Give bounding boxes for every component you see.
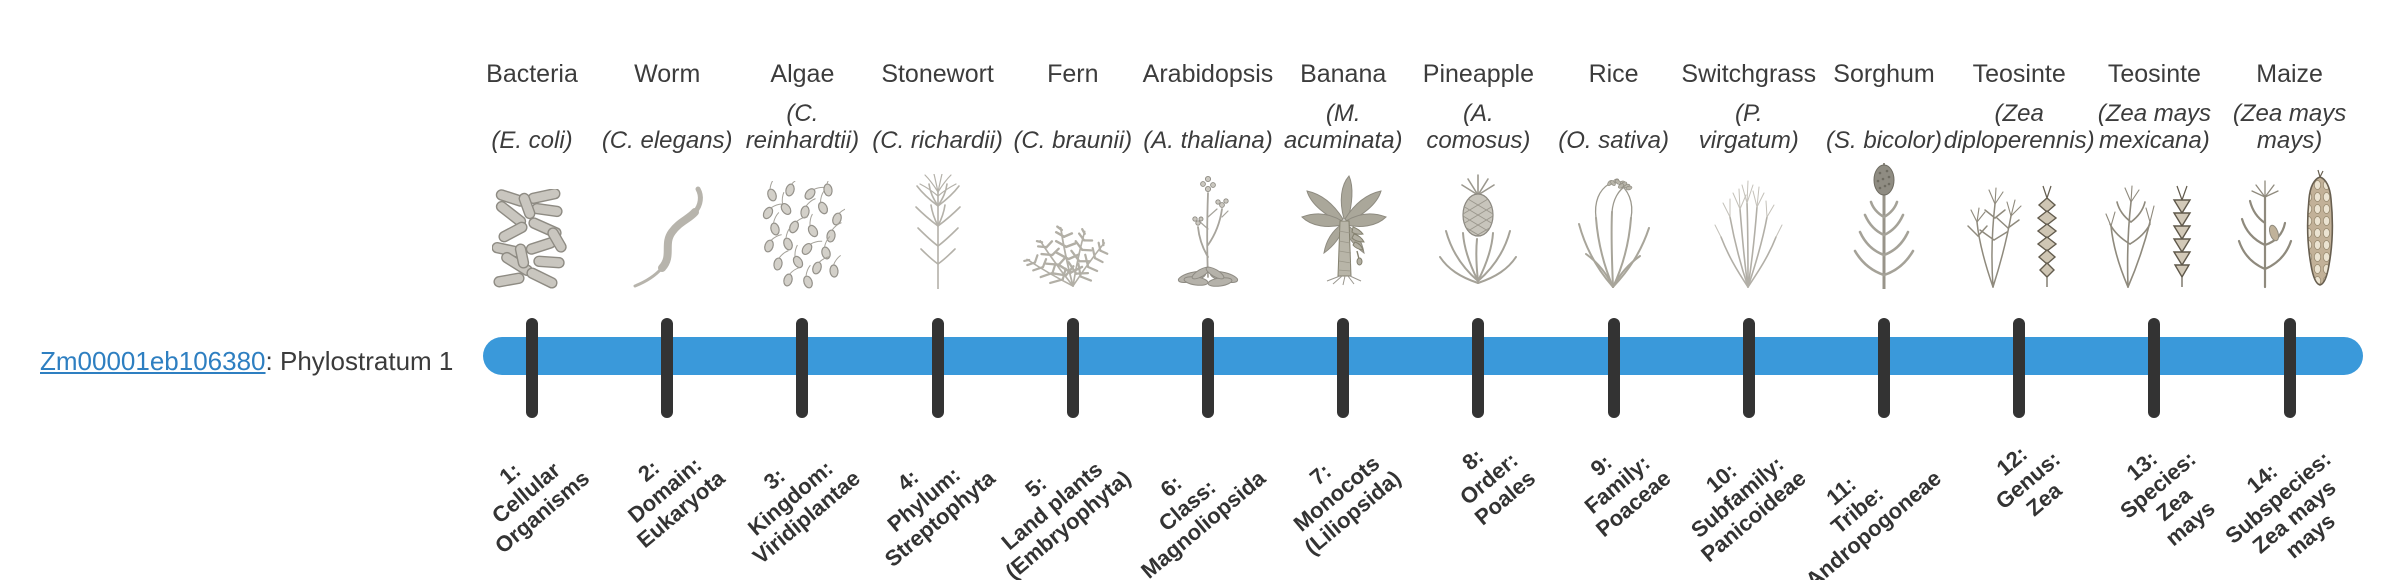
sorghum-icon [1844, 161, 1924, 294]
organism-scientific-name: (C. richardii) [872, 127, 1003, 154]
organism-scientific-name: (O. sativa) [1558, 127, 1669, 154]
phylostratum-tick [1066, 318, 1079, 418]
organism-scientific-name: (Zea mays mays) [2232, 100, 2347, 154]
banana-icon [1293, 171, 1393, 294]
teosinte-mexicana-icon [2098, 174, 2210, 294]
organism-scientific-name: (A. thaliana) [1143, 127, 1273, 154]
organism-common-name: Worm [634, 60, 701, 88]
organism-common-name: Teosinte [1972, 60, 2066, 88]
organism-common-name: Maize [2256, 60, 2323, 88]
stratum-label: 12: Genus: Zea [1991, 441, 2067, 522]
organism-common-name: Sorghum [1833, 60, 1935, 88]
phylostratum-tick [1878, 318, 1890, 418]
organism-common-name: Rice [1588, 60, 1639, 88]
phylostratum-text: : Phylostratum 1 [265, 346, 454, 376]
teosinte-diploperennis-icon [1963, 174, 2075, 294]
worm-icon [627, 184, 707, 294]
phylostratum-tick [2283, 318, 2296, 418]
bacteria-icon [491, 188, 572, 294]
phylostratum-tick [2013, 318, 2026, 418]
organism-common-name: Algae [770, 60, 835, 88]
stratum-label: 13: Species: Zea mays [2115, 445, 2220, 551]
stratum-label: 1: Cellular Organisms [487, 457, 595, 559]
organism-common-name: Pineapple [1422, 60, 1534, 88]
rice-icon [1566, 174, 1661, 294]
stratum-label: 7: Monocots (Liliopsida) [1288, 450, 1406, 560]
phylostratum-tick [931, 318, 944, 418]
organism-scientific-name: (E. coli) [491, 127, 573, 154]
phylostratum-tick [1607, 318, 1620, 418]
organism-common-name: Stonewort [881, 60, 994, 88]
organism-scientific-name: (Zea mays mexicana) [2097, 100, 2212, 154]
phylostratum-tick [1472, 318, 1485, 418]
switchgrass-icon [1706, 167, 1791, 294]
stratum-label: 5: Land plants (Embryophyta) [996, 456, 1136, 580]
organism-scientific-name: (C. elegans) [601, 127, 733, 154]
stratum-label: 11: Tribe: Andropogoneae [1800, 465, 1947, 580]
phylostratum-tick [661, 318, 674, 418]
organism-common-name: Arabidopsis [1142, 60, 1274, 88]
organism-common-name: Teosinte [2107, 60, 2201, 88]
stratum-label: 2: Domain: Eukaryota [622, 452, 730, 553]
organism-common-name: Bacteria [486, 60, 578, 88]
phylostratum-tick [1337, 318, 1350, 418]
stratum-label: 6: Class: Magnoliopsida [1136, 465, 1271, 580]
organism-scientific-name: (A. comosus) [1426, 100, 1531, 154]
organism-scientific-name: (Zea diploperennis) [1943, 100, 2095, 154]
phylostratum-tick [2148, 318, 2161, 418]
stratum-label: 14: Subspecies: Zea mays mays [2220, 446, 2341, 564]
phylostratum-tick [526, 318, 538, 418]
organism-scientific-name: (M. acuminata) [1283, 100, 1403, 154]
organism-scientific-name: (S. bicolor) [1825, 127, 1943, 154]
organism-common-name: Fern [1047, 60, 1099, 88]
timeline-bar [483, 337, 2363, 375]
pineapple-icon [1436, 169, 1521, 294]
arabidopsis-icon [1168, 169, 1248, 294]
algae-icon [760, 173, 850, 294]
organism-common-name: Switchgrass [1681, 60, 1817, 88]
gene-id-link[interactable]: Zm00001eb106380 [40, 346, 266, 376]
stratum-label: 4: Phylum: Streptophyta [879, 461, 1000, 572]
phylostratum-tick [1742, 318, 1755, 418]
stratum-label: 3: Kingdom: Viridiplantae [742, 455, 865, 570]
stratum-label: 8: Order: Poales [1455, 443, 1541, 531]
phylostratum-tick [1202, 318, 1214, 418]
organism-scientific-name: (P. virgatum) [1698, 100, 1799, 154]
fern-icon [1022, 174, 1123, 299]
organism-scientific-name: (C. braunii) [1013, 127, 1133, 154]
phylostratum-tick [796, 318, 809, 418]
maize-icon [2232, 167, 2347, 294]
organism-scientific-name: (C. reinhardtii) [745, 100, 860, 154]
stonewort-icon [903, 173, 973, 294]
organism-common-name: Banana [1300, 60, 1387, 88]
stratum-label: 9: Family: Poaceae [1579, 449, 1676, 542]
gene-label: Zm00001eb106380: Phylostratum 1 [40, 346, 453, 377]
